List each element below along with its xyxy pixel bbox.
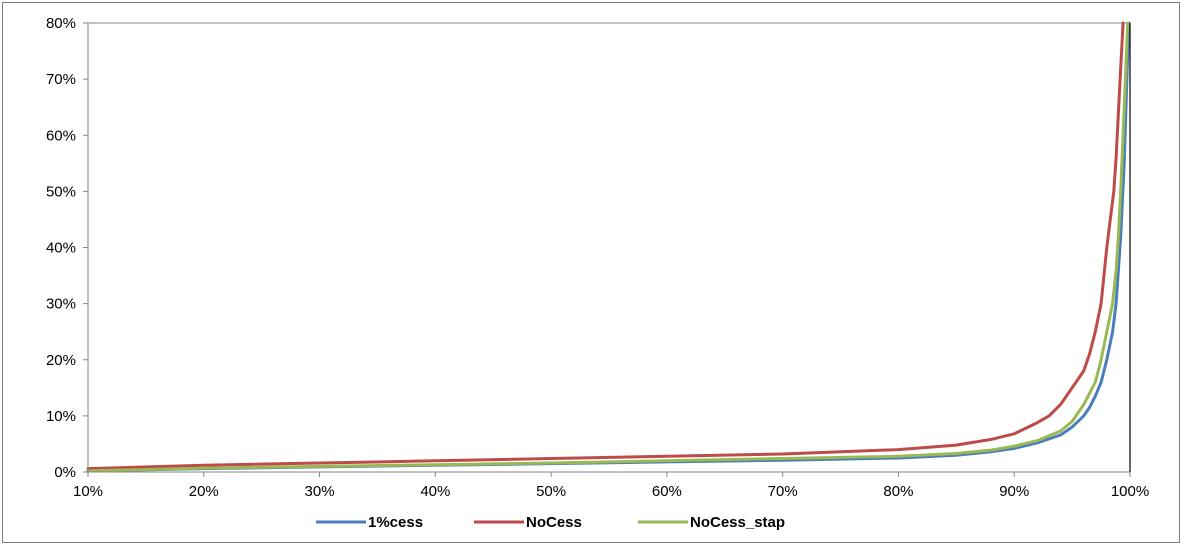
- legend: 1%cess NoCess NoCess_stap: [316, 514, 785, 531]
- x-tick-label: 70%: [768, 483, 798, 500]
- legend-label-2: NoCess_stap: [690, 514, 785, 531]
- y-tick-label: 40%: [46, 240, 76, 257]
- y-tick-label: 0%: [54, 464, 76, 481]
- y-tick-label: 80%: [46, 15, 76, 32]
- x-tick-label: 80%: [883, 483, 913, 500]
- x-tick-label: 40%: [420, 483, 450, 500]
- series-line-1: [86, 21, 1125, 471]
- x-tick-label: 50%: [536, 483, 566, 500]
- series-line-2: [86, 21, 1130, 473]
- x-tick-label: 30%: [305, 483, 335, 500]
- plot-border: [87, 22, 1131, 473]
- series-layer: [86, 21, 1131, 473]
- y-tick-label: 60%: [46, 127, 76, 144]
- y-tick-label: 50%: [46, 183, 76, 200]
- plot-area: [87, 22, 1131, 473]
- x-tick-label: 60%: [652, 483, 682, 500]
- x-tick-label: 20%: [189, 483, 219, 500]
- x-tick-label: 100%: [1111, 483, 1149, 500]
- y-tick-label: 70%: [46, 71, 76, 88]
- axes-layer: 0% 10% 20% 30% 40% 50% 60% 70% 80% 10% 20% 30% 40% 50…: [46, 15, 1149, 500]
- legend-label-1: NoCess: [526, 514, 582, 531]
- y-tick-label: 20%: [46, 352, 76, 369]
- x-tick-label: 10%: [73, 483, 103, 500]
- y-tick-label: 10%: [46, 408, 76, 425]
- y-tick-label: 30%: [46, 296, 76, 313]
- x-tick-label: 90%: [999, 483, 1029, 500]
- legend-label-0: 1%cess: [368, 514, 423, 531]
